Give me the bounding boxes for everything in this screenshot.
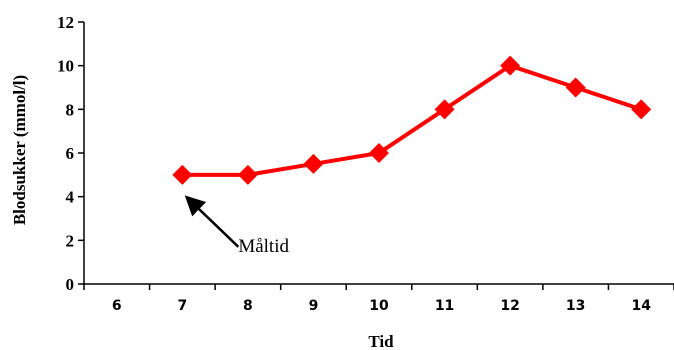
annotation-label: Måltid bbox=[238, 236, 289, 257]
y-tick-label: 6 bbox=[66, 144, 75, 163]
y-tick-label: 12 bbox=[57, 13, 74, 32]
x-tick-label: 12 bbox=[500, 298, 519, 314]
y-tick-label: 4 bbox=[66, 188, 75, 207]
data-point bbox=[500, 55, 521, 76]
x-axis-title: Tid bbox=[368, 332, 394, 350]
data-point bbox=[631, 99, 652, 120]
x-tick-label: 6 bbox=[112, 298, 122, 314]
y-tick-label: 0 bbox=[66, 275, 75, 294]
annotation-arrow bbox=[184, 195, 240, 248]
x-tick-label: 9 bbox=[309, 298, 319, 314]
data-point bbox=[303, 153, 324, 174]
data-point bbox=[237, 164, 258, 185]
x-tick-label: 7 bbox=[177, 298, 187, 314]
x-tick-label: 13 bbox=[566, 298, 585, 314]
y-tick-label: 10 bbox=[57, 57, 74, 76]
x-tick-label: 14 bbox=[631, 298, 651, 314]
data-point bbox=[434, 99, 455, 120]
y-tick-label: 8 bbox=[66, 100, 75, 119]
series-line bbox=[182, 63, 642, 177]
data-point bbox=[565, 77, 586, 98]
y-axis-title: Blodsukker (mmol/l) bbox=[10, 75, 29, 225]
y-tick-label: 2 bbox=[66, 231, 75, 250]
x-tick-label: 11 bbox=[435, 298, 454, 314]
x-tick-label: 8 bbox=[243, 298, 253, 314]
data-point bbox=[369, 143, 389, 163]
data-point bbox=[172, 164, 193, 185]
x-tick-label: 10 bbox=[369, 298, 389, 314]
